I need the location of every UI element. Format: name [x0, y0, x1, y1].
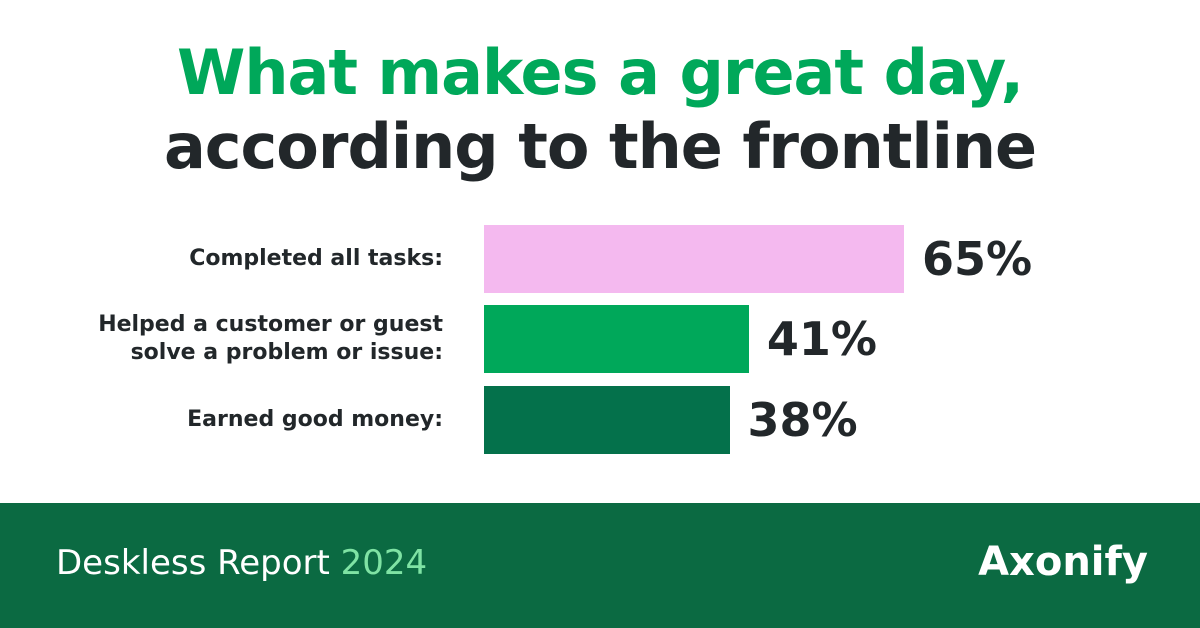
value-label: 38% — [747, 393, 858, 447]
bar — [484, 386, 730, 454]
value-label: 41% — [766, 312, 878, 366]
report-year: 2024 — [340, 543, 428, 583]
chart-title: What makes a great day, — [176, 36, 1024, 109]
category-label: Helped a customer or guest solve a probl… — [98, 312, 443, 365]
bar — [484, 225, 904, 293]
report-label: Deskless Report 2024 — [56, 543, 427, 583]
category-label: Earned good money: — [187, 407, 443, 432]
category-label: Completed all tasks: — [189, 246, 443, 271]
report-name: Deskless Report — [56, 543, 330, 583]
bar — [484, 305, 749, 373]
value-label: 65% — [922, 232, 1033, 286]
chart-subtitle: according to the frontline — [163, 110, 1037, 183]
brand-logo: Axonify — [978, 539, 1148, 585]
footer: Deskless Report 2024 Axonify — [0, 503, 1200, 628]
